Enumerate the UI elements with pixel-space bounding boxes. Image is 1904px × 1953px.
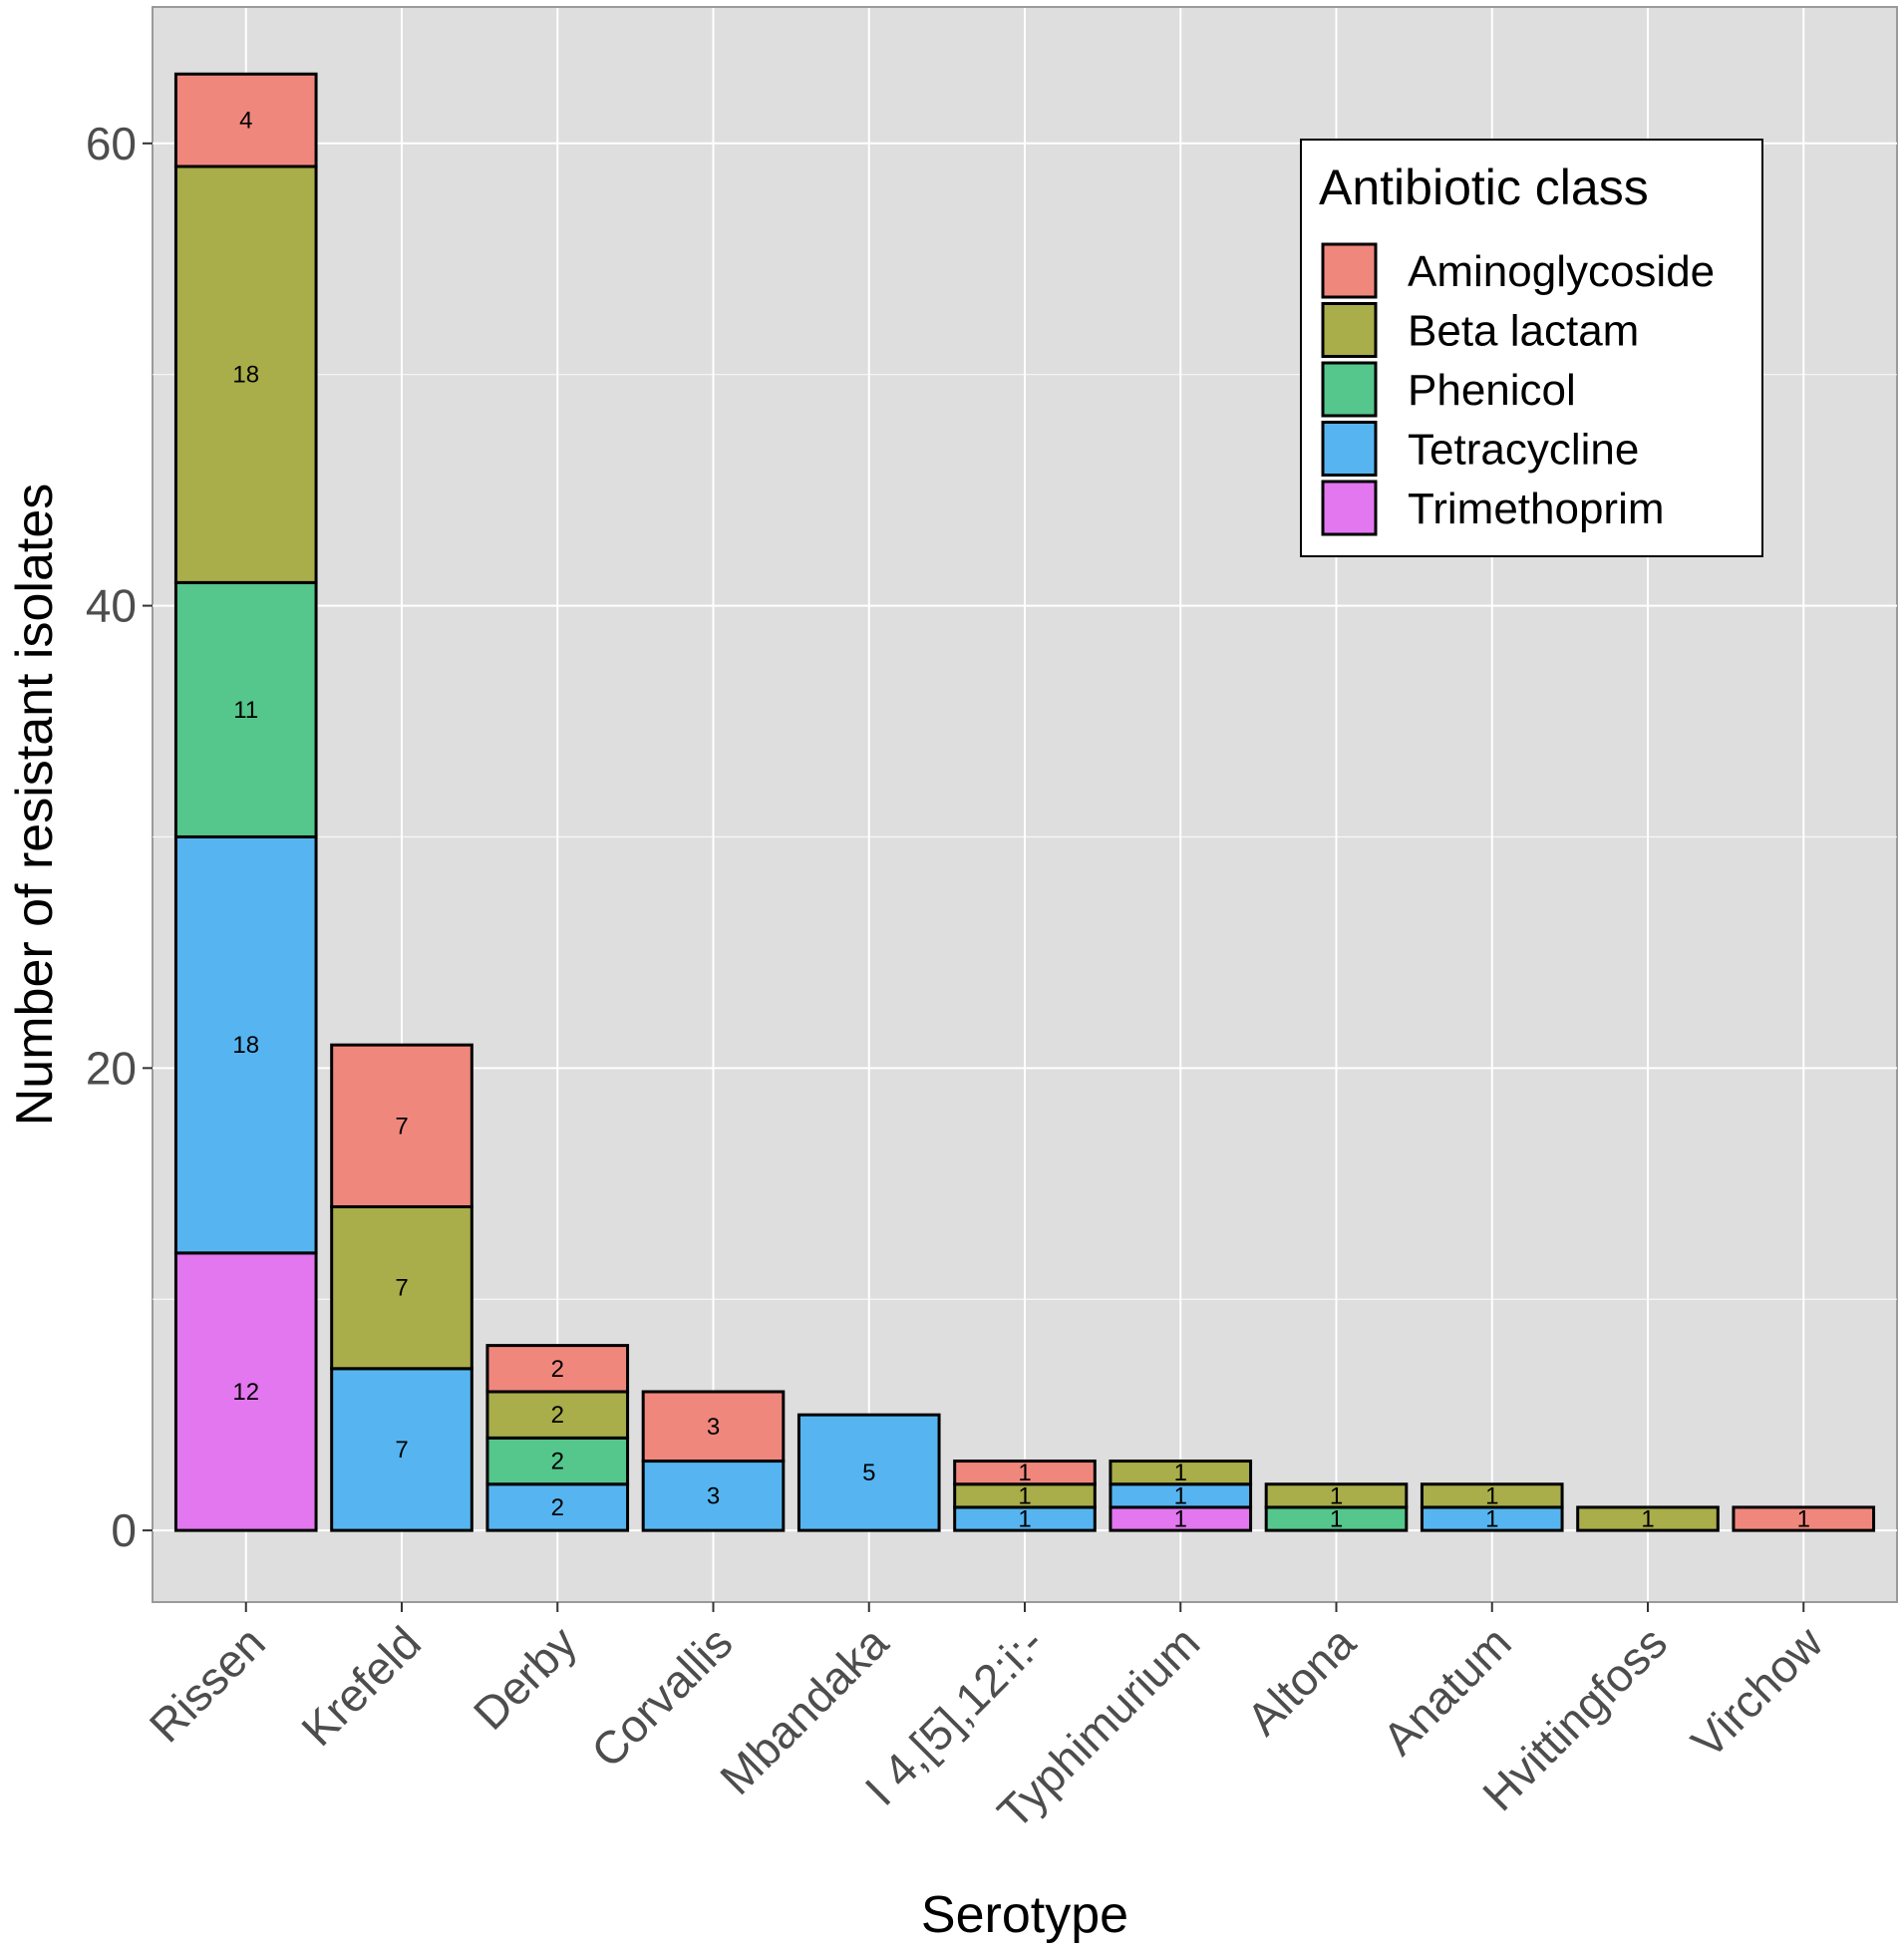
segment-label: 18: [232, 362, 259, 389]
bar-segment-i-4-5-12-i-aminoglycoside: [953, 1460, 1097, 1486]
segment-label: 7: [395, 1113, 408, 1139]
segment-label: 7: [395, 1275, 408, 1302]
segment-label: 1: [1018, 1506, 1031, 1533]
legend-label-beta-lactam: Beta lactam: [1408, 307, 1639, 356]
legend-swatch-tetracycline: [1321, 421, 1378, 477]
legend-label-aminoglycoside: Aminoglycoside: [1408, 247, 1715, 296]
y-tick-label: 20: [86, 1042, 137, 1094]
bar-segment-corvallis-aminoglycoside: [641, 1390, 786, 1464]
segment-label: 18: [232, 1032, 259, 1059]
legend: Antibiotic class Aminoglycoside Beta lact…: [1300, 139, 1763, 557]
x-axis-title: Serotype: [921, 1886, 1128, 1944]
legend-label-trimethoprim: Trimethoprim: [1408, 485, 1665, 533]
bar-segment-krefeld-aminoglycoside: [330, 1043, 474, 1208]
legend-items: Aminoglycoside Beta lactam Phenicol Tetracy…: [1321, 242, 1715, 536]
y-tick-label: 60: [86, 118, 137, 169]
segment-label: 1: [1485, 1482, 1498, 1509]
segment-label: 1: [1797, 1506, 1810, 1533]
legend-swatch-aminoglycoside: [1321, 242, 1378, 299]
bar-segment-virchow-aminoglycoside: [1732, 1505, 1876, 1532]
y-axis-title: Number of resistant isolates: [6, 484, 64, 1127]
legend-title: Antibiotic class: [1319, 160, 1649, 215]
bar-segment-rissen-aminoglycoside: [173, 72, 318, 168]
bar-segment-rissen-beta-lactam: [173, 164, 318, 584]
y-tick-label: 40: [86, 580, 137, 632]
bar-segment-rissen-trimethoprim: [173, 1251, 318, 1532]
segment-label: 12: [232, 1379, 259, 1406]
segment-label: 1: [1018, 1482, 1031, 1509]
legend-label-phenicol: Phenicol: [1408, 366, 1576, 415]
legend-swatch-trimethoprim: [1321, 480, 1378, 536]
y-tick-label: 0: [111, 1504, 137, 1556]
segment-label: 1: [1330, 1482, 1343, 1509]
segment-label: 4: [239, 108, 252, 135]
segment-label: 1: [1018, 1460, 1031, 1486]
segment-label: 1: [1485, 1506, 1498, 1533]
segment-label: 1: [1330, 1506, 1343, 1533]
bar-segment-krefeld-beta-lactam: [330, 1204, 474, 1371]
y-axis: 0 20 40 60: [86, 118, 153, 1556]
bar-segment-anatum-beta-lactam: [1420, 1482, 1564, 1509]
segment-label: 3: [707, 1414, 720, 1441]
segment-label: 1: [1174, 1460, 1187, 1486]
legend-swatch-phenicol: [1321, 361, 1378, 418]
legend-swatch-beta-lactam: [1321, 302, 1378, 358]
segment-label: 11: [233, 697, 258, 724]
bar-segment-typhimurium-beta-lactam: [1109, 1460, 1253, 1486]
segment-label: 2: [551, 1494, 564, 1521]
segment-label: 1: [1174, 1482, 1187, 1509]
bar-segment-krefeld-tetracycline: [330, 1367, 474, 1532]
segment-label: 3: [707, 1482, 720, 1509]
segment-label: 7: [395, 1437, 408, 1464]
bar-segment-mbandaka-tetracycline: [796, 1413, 941, 1532]
bar-segment-corvallis-tetracycline: [641, 1460, 786, 1532]
bar-segment-hvittingfoss-beta-lactam: [1576, 1505, 1720, 1532]
bar-segment-altona-beta-lactam: [1264, 1482, 1409, 1509]
segment-label: 1: [1174, 1506, 1187, 1533]
legend-label-tetracycline: Tetracycline: [1408, 426, 1639, 475]
bar-segment-derby-aminoglycoside: [485, 1344, 630, 1394]
segment-label: 2: [551, 1402, 564, 1429]
segment-label: 2: [551, 1449, 564, 1475]
bars: [173, 72, 1876, 1532]
segment-label: 2: [551, 1356, 564, 1383]
segment-label: 1: [1641, 1506, 1654, 1533]
legend-box: [1300, 139, 1763, 557]
segment-label: 5: [862, 1460, 875, 1486]
